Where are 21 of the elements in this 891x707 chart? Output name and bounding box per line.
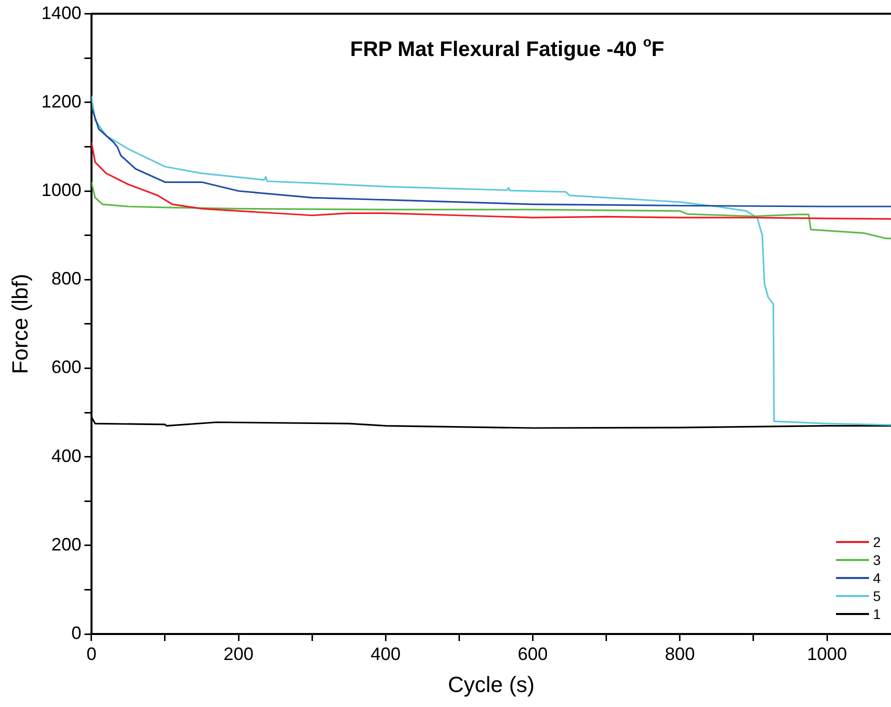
legend-label: 5 — [873, 588, 881, 604]
y-tick-label: 600 — [51, 357, 82, 378]
y-tick-label: 1400 — [41, 2, 82, 23]
y-tick-label: 800 — [51, 268, 82, 289]
y-tick-label: 200 — [51, 534, 82, 554]
x-tick-label: 600 — [518, 644, 548, 664]
legend-label: 4 — [873, 570, 881, 586]
x-axis-title: Cycle (s) — [448, 672, 535, 697]
y-tick-label: 1200 — [41, 91, 82, 112]
legend-label: 1 — [873, 606, 881, 622]
legend-label: 2 — [873, 534, 881, 550]
legend-label: 3 — [873, 552, 881, 568]
y-tick-label: 1000 — [41, 180, 82, 200]
y-axis-title: Force (lbf) — [7, 274, 32, 374]
y-tick-label: 400 — [51, 446, 82, 466]
x-tick-label: 0 — [86, 644, 96, 664]
x-tick-label: 800 — [664, 644, 695, 664]
x-tick-label: 1000 — [806, 644, 848, 664]
y-tick-label: 0 — [71, 622, 82, 643]
x-tick-label: 400 — [370, 644, 401, 664]
x-tick-label: 200 — [224, 644, 254, 664]
